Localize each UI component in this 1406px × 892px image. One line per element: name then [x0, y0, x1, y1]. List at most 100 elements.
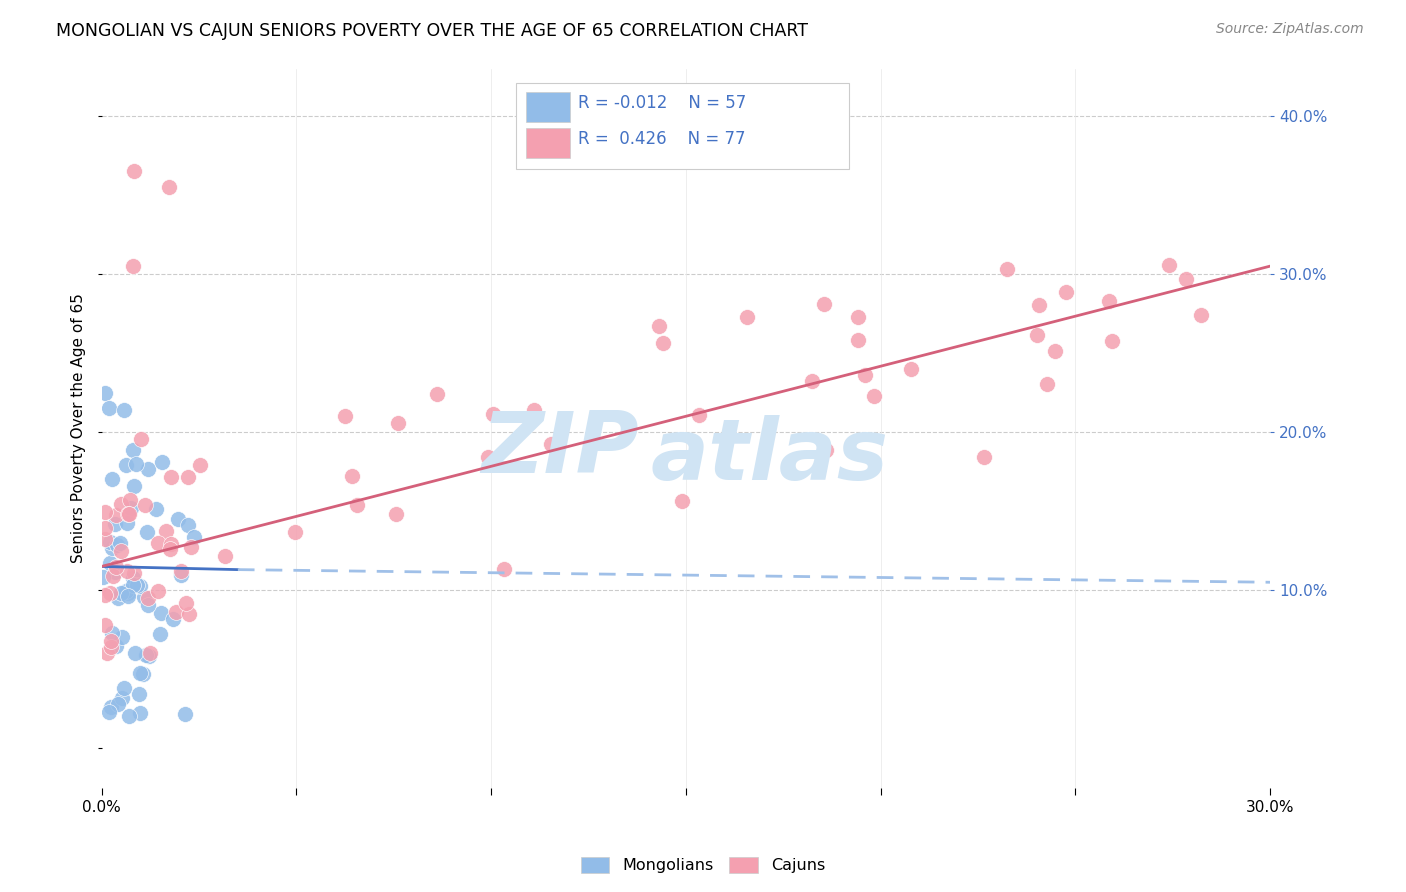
Point	[110, 585, 132, 599]
Point	[145, 502, 167, 516]
Point	[169, 565, 191, 579]
Point	[150, 606, 173, 620]
Point	[136, 525, 159, 540]
Point	[125, 457, 148, 471]
Point	[1036, 376, 1059, 391]
Point	[157, 180, 180, 194]
Point	[117, 508, 139, 522]
Point	[100, 640, 122, 655]
Point	[735, 310, 758, 325]
Point	[98, 586, 121, 600]
Point	[648, 318, 671, 333]
Point	[1026, 327, 1049, 342]
Point	[846, 334, 869, 348]
Text: atlas: atlas	[651, 416, 889, 499]
Point	[494, 562, 516, 576]
Point	[426, 386, 449, 401]
Point	[846, 310, 869, 324]
Point	[128, 687, 150, 701]
Point	[94, 588, 117, 602]
Point	[136, 598, 159, 612]
Point	[1159, 258, 1181, 272]
Point	[104, 565, 127, 579]
Point	[813, 297, 835, 311]
Point	[122, 164, 145, 178]
Point	[346, 498, 368, 512]
Point	[387, 416, 409, 430]
Point	[129, 579, 152, 593]
Point	[120, 500, 142, 515]
Point	[98, 401, 121, 416]
Point	[160, 470, 183, 484]
Point	[111, 690, 134, 705]
Point	[98, 534, 121, 549]
Point	[180, 540, 202, 554]
Point	[162, 612, 184, 626]
Point	[100, 699, 122, 714]
Point	[522, 403, 544, 417]
Point	[121, 443, 143, 458]
Point	[105, 537, 128, 551]
Point	[477, 450, 499, 465]
Point	[121, 578, 143, 592]
Point	[110, 497, 132, 511]
Point	[128, 706, 150, 720]
Point	[165, 605, 187, 619]
Point	[340, 469, 363, 483]
Point	[94, 505, 117, 519]
Point	[136, 591, 159, 605]
Point	[124, 646, 146, 660]
Point	[112, 403, 135, 417]
Point	[94, 618, 117, 632]
Point	[129, 432, 152, 446]
Point	[112, 681, 135, 695]
Point	[98, 705, 121, 719]
Point	[138, 649, 160, 664]
Point	[183, 530, 205, 544]
Point	[174, 596, 197, 610]
Point	[688, 408, 710, 422]
Point	[188, 458, 211, 473]
Point	[146, 536, 169, 550]
Point	[284, 524, 307, 539]
Point	[110, 544, 132, 558]
Point	[132, 666, 155, 681]
Point	[100, 634, 122, 648]
Point	[121, 571, 143, 585]
Point	[115, 516, 138, 530]
Point	[91, 569, 114, 583]
Point	[118, 508, 141, 522]
Point	[177, 470, 200, 484]
Point	[132, 591, 155, 605]
Point	[115, 564, 138, 578]
Point	[651, 336, 673, 351]
Point	[111, 630, 134, 644]
Point	[103, 568, 125, 582]
Point	[107, 591, 129, 606]
Point	[540, 437, 562, 451]
Point	[120, 493, 142, 508]
Text: ZIP: ZIP	[481, 409, 640, 491]
Point	[333, 409, 356, 423]
Legend: Mongolians, Cajuns: Mongolians, Cajuns	[574, 850, 832, 880]
FancyBboxPatch shape	[526, 92, 571, 122]
Point	[995, 262, 1018, 277]
Point	[1101, 334, 1123, 349]
Point	[96, 647, 118, 661]
Point	[214, 549, 236, 563]
Point	[150, 455, 173, 469]
Text: R =  0.426    N = 77: R = 0.426 N = 77	[578, 130, 745, 148]
Point	[148, 584, 170, 599]
Point	[117, 585, 139, 599]
Point	[671, 494, 693, 508]
FancyBboxPatch shape	[516, 83, 849, 169]
Point	[122, 479, 145, 493]
Point	[98, 557, 121, 571]
Text: R = -0.012    N = 57: R = -0.012 N = 57	[578, 94, 747, 112]
Point	[177, 517, 200, 532]
Point	[1189, 308, 1212, 322]
Point	[94, 520, 117, 534]
Text: Source: ZipAtlas.com: Source: ZipAtlas.com	[1216, 22, 1364, 37]
Point	[170, 568, 193, 582]
Point	[125, 578, 148, 592]
